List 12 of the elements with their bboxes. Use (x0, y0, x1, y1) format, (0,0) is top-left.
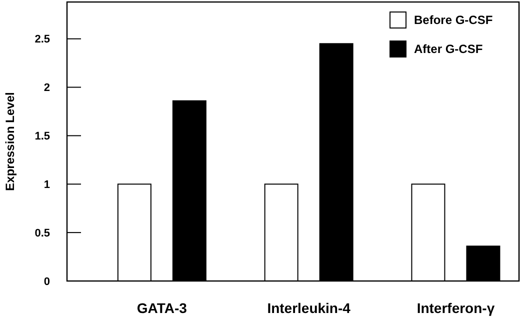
y-tick-label: 2.5 (34, 34, 50, 46)
y-tick-label: 0.5 (34, 227, 50, 240)
y-tick-label: 2 (44, 82, 50, 94)
y-tick-label: 1.5 (34, 130, 50, 143)
x-tick-label: GATA-3 (136, 300, 188, 316)
y-tick-label: 1 (44, 178, 50, 191)
legend-label: Before G-CSF (414, 13, 493, 28)
y-tick-label: 0 (44, 276, 50, 288)
legend-label: After G-CSF (414, 42, 483, 56)
x-tick-label: Interferon-γ (416, 300, 495, 316)
x-tick-label: Interleukin-4 (267, 300, 351, 316)
y-axis-title: Expression Level (3, 92, 17, 191)
